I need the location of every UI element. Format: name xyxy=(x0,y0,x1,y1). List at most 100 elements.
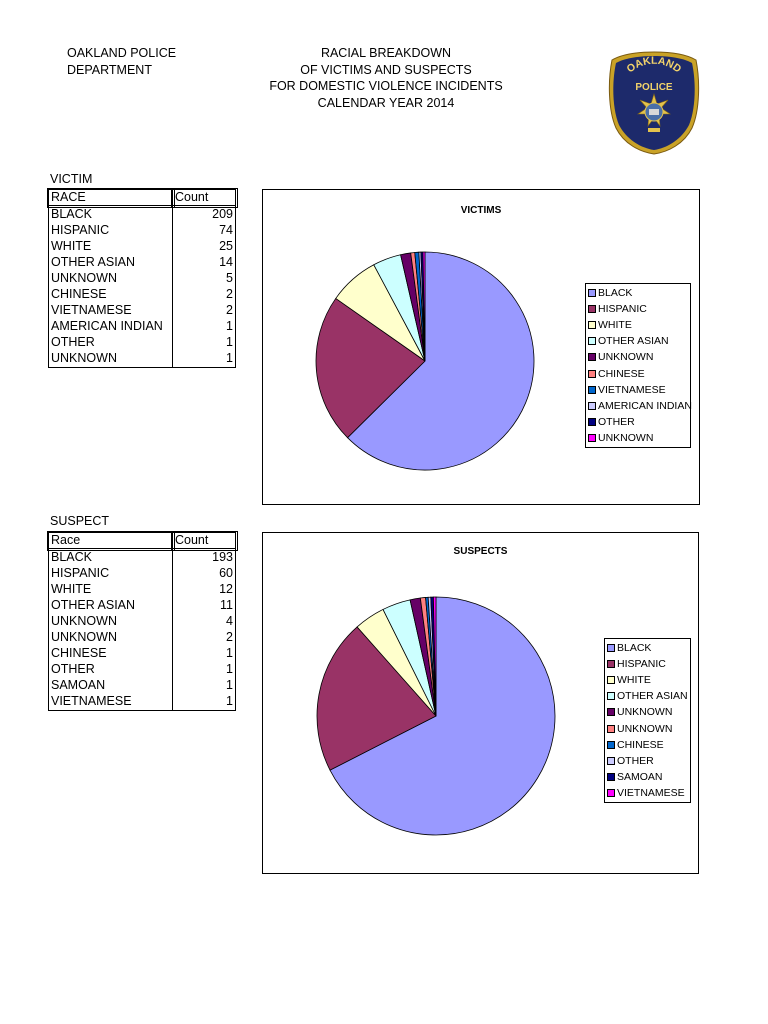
legend-swatch xyxy=(607,756,615,765)
count-cell: 4 xyxy=(226,613,233,628)
count-cell: 2 xyxy=(226,303,233,318)
table-row: CHINESE 2 xyxy=(48,286,236,303)
suspects-legend: BLACK HISPANIC WHITE OTHER ASIAN UNKNOWN UNKN… xyxy=(604,638,691,803)
race-cell: BLACK xyxy=(48,205,173,223)
legend-label: OTHER xyxy=(617,754,654,767)
race-cell: SAMOAN xyxy=(48,677,173,694)
pie-slice-black xyxy=(346,251,535,471)
table-row: UNKNOWN 1 xyxy=(48,350,236,368)
victims-legend: BLACK HISPANIC WHITE OTHER ASIAN UNKNOWN CHIN… xyxy=(585,283,692,448)
legend-swatch xyxy=(588,369,596,378)
legend-item: BLACK xyxy=(605,640,690,656)
table-row: AMERICAN INDIAN 1 xyxy=(48,318,236,335)
legend-swatch xyxy=(588,385,596,394)
victims-pie-chart: VICTIMS BLACK HISPANIC WHITE OTHER ASIAN UNK… xyxy=(262,189,700,505)
legend-item: WHITE xyxy=(586,317,690,333)
count-cell: 11 xyxy=(220,597,233,612)
legend-item: UNKNOWN xyxy=(605,720,690,736)
victims-pie xyxy=(315,251,535,471)
race-cell: HISPANIC xyxy=(48,222,173,239)
oakland-police-badge-logo: OAKLAND POLICE xyxy=(608,51,700,155)
table-row: OTHER 1 xyxy=(48,334,236,351)
table-row: OTHER ASIAN 11 xyxy=(48,597,236,614)
legend-swatch xyxy=(588,433,596,442)
pie-slice-vietnamese xyxy=(432,596,437,717)
legend-label: CHINESE xyxy=(617,738,664,751)
legend-swatch xyxy=(607,740,615,749)
table-row: VIETNAMESE 1 xyxy=(48,693,236,711)
race-cell: WHITE xyxy=(48,581,173,598)
table-row: WHITE 12 xyxy=(48,581,236,598)
race-cell: OTHER ASIAN xyxy=(48,597,173,614)
department-line-1: OAKLAND POLICE xyxy=(67,46,177,60)
legend-label: VIETNAMESE xyxy=(617,786,685,799)
legend-swatch xyxy=(588,289,596,298)
legend-swatch xyxy=(607,676,615,685)
table-row: SAMOAN 1 xyxy=(48,677,236,694)
table-row: OTHER ASIAN 14 xyxy=(48,254,236,271)
legend-item: HISPANIC xyxy=(605,656,690,672)
table-row: BLACK 209 xyxy=(48,205,236,223)
legend-label: UNKNOWN xyxy=(598,351,654,364)
title-line-2: OF VICTIMS AND SUSPECTS xyxy=(300,62,472,77)
pie-slice-hispanic xyxy=(315,297,426,439)
legend-label: HISPANIC xyxy=(598,303,647,316)
count-cell: 1 xyxy=(226,678,233,693)
count-cell: 5 xyxy=(226,270,233,285)
legend-label: AMERICAN INDIAN xyxy=(598,399,692,412)
count-cell: 2 xyxy=(226,287,233,302)
count-cell: 2 xyxy=(226,630,233,645)
title-line-1: RACIAL BREAKDOWN xyxy=(320,46,452,60)
legend-label: BLACK xyxy=(598,287,633,300)
race-cell: UNKNOWN xyxy=(48,350,173,368)
race-cell: OTHER ASIAN xyxy=(48,254,173,271)
count-cell: 1 xyxy=(226,662,233,677)
legend-label: OTHER ASIAN xyxy=(617,690,688,703)
victim-table: RACE Count BLACK 209 HISPANIC 74 WHITE 25 O… xyxy=(46,187,238,368)
legend-item: HISPANIC xyxy=(586,301,690,317)
table-header-row: Race Count xyxy=(46,530,238,551)
legend-swatch xyxy=(607,692,615,701)
count-cell: 14 xyxy=(219,254,233,269)
legend-item: WHITE xyxy=(605,672,690,688)
department-name: OAKLAND POLICE DEPARTMENT xyxy=(67,45,176,78)
count-cell: 12 xyxy=(219,581,233,596)
report-title: RACIAL BREAKDOWN OF VICTIMS AND SUSPECTS… xyxy=(236,45,536,111)
suspect-table: Race Count BLACK 193 HISPANIC 60 WHITE 12 O… xyxy=(46,530,238,711)
legend-item: VIETNAMESE xyxy=(605,785,690,801)
legend-label: WHITE xyxy=(617,674,651,687)
race-cell: VIETNAMESE xyxy=(48,302,173,319)
legend-item: CHINESE xyxy=(586,365,690,381)
legend-swatch xyxy=(607,644,615,653)
legend-label: UNKNOWN xyxy=(617,706,673,719)
table-row: OTHER 1 xyxy=(48,661,236,678)
legend-label: CHINESE xyxy=(598,367,645,380)
col-count-header: Count xyxy=(170,187,238,208)
count-cell: 25 xyxy=(219,238,233,253)
table-row: WHITE 25 xyxy=(48,238,236,255)
legend-swatch xyxy=(588,417,596,426)
legend-swatch xyxy=(588,305,596,314)
count-cell: 1 xyxy=(226,694,233,709)
department-line-2: DEPARTMENT xyxy=(67,62,152,77)
col-race-header: RACE xyxy=(46,187,175,208)
race-cell: OTHER xyxy=(48,334,173,351)
legend-swatch xyxy=(607,660,615,669)
legend-swatch xyxy=(588,337,596,346)
suspect-section-label: SUSPECT xyxy=(50,514,110,528)
legend-swatch xyxy=(588,321,596,330)
legend-item: UNKNOWN xyxy=(605,704,690,720)
race-cell: UNKNOWN xyxy=(48,613,173,630)
col-count-header: Count xyxy=(170,530,238,551)
legend-label: BLACK xyxy=(617,642,652,655)
legend-item: OTHER xyxy=(586,414,690,430)
race-cell: VIETNAMESE xyxy=(48,693,173,711)
pie-slice-unknown xyxy=(422,251,426,362)
legend-label: UNKNOWN xyxy=(617,722,673,735)
race-cell: UNKNOWN xyxy=(48,629,173,646)
race-cell: CHINESE xyxy=(48,645,173,662)
race-cell: UNKNOWN xyxy=(48,270,173,287)
legend-item: OTHER xyxy=(605,753,690,769)
count-cell: 1 xyxy=(226,646,233,661)
pie-slice-black xyxy=(329,596,556,836)
